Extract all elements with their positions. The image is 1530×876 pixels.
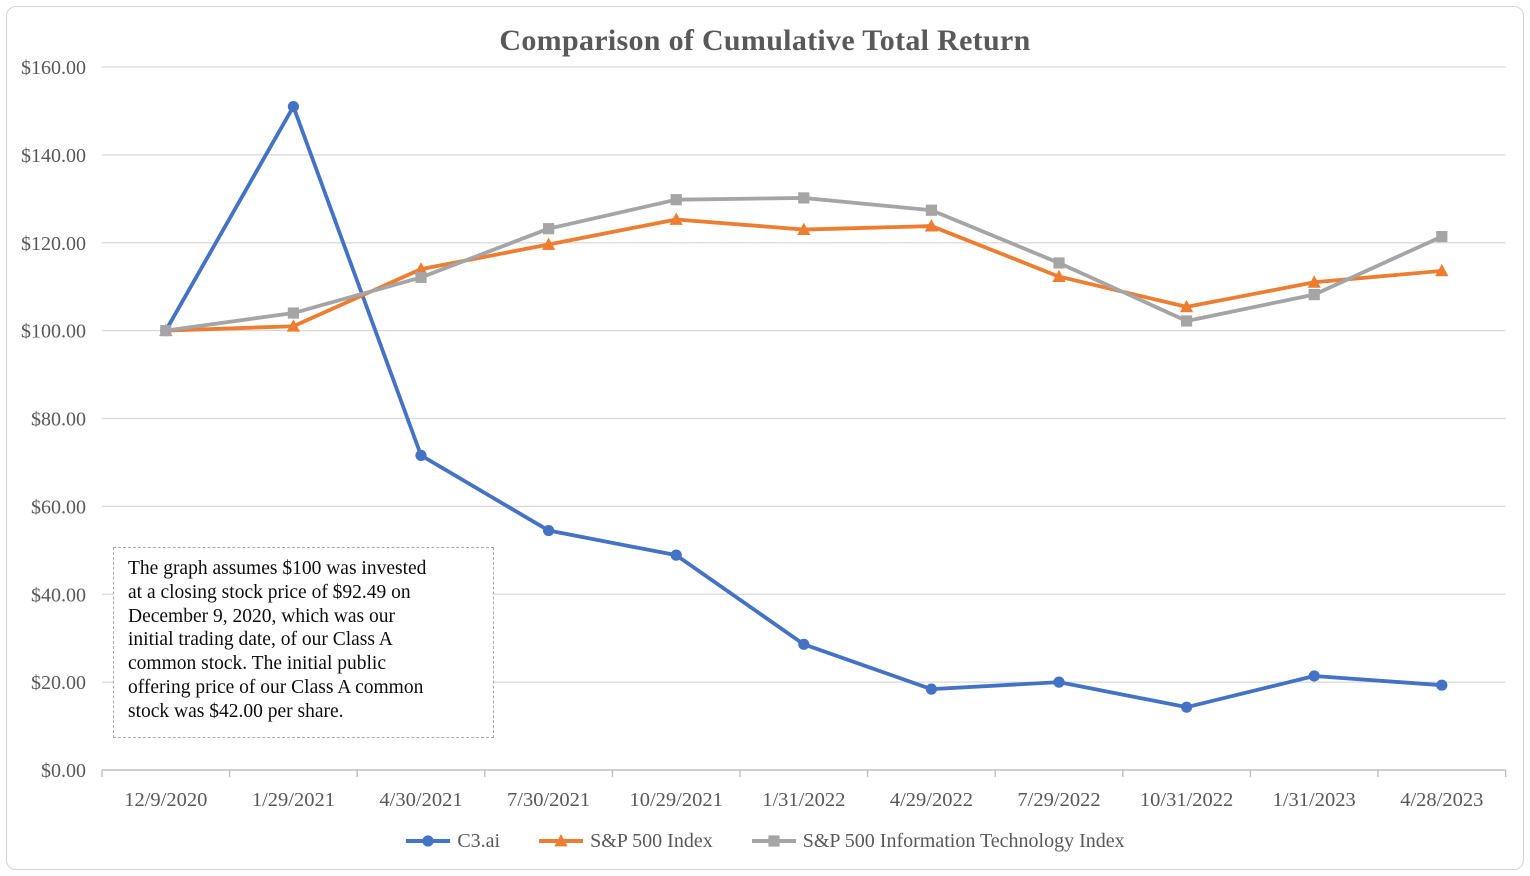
x-axis-tick-label: 1/31/2022 (762, 789, 845, 811)
annotation-line: The graph assumes $100 was invested (128, 558, 427, 579)
legend-item-s-p-500-information-technology-index: S&P 500 Information Technology Index (751, 830, 1125, 853)
x-axis-tick-label: 7/30/2021 (507, 789, 590, 811)
x-axis-tick-label: 4/29/2022 (890, 789, 973, 811)
series-marker-s-p-500-index (797, 222, 811, 235)
y-axis-tick-label: $140.00 (21, 145, 86, 167)
y-axis-tick-label: $20.00 (31, 672, 86, 694)
x-axis-tick-label: 10/29/2021 (629, 789, 722, 811)
series-marker-s-p-500-information-technology-index (160, 325, 172, 337)
series-marker-s-p-500-information-technology-index (925, 204, 937, 216)
annotation-line: initial trading date, of our Class A (128, 629, 393, 651)
legend-marker-circle (422, 835, 434, 847)
annotation-box: The graph assumes $100 was invested at a … (113, 547, 494, 738)
x-axis-tick-label: 4/28/2023 (1400, 789, 1483, 811)
x-axis-tick-label: 12/9/2020 (124, 789, 207, 811)
annotation-line: offering price of our Class A common (128, 676, 424, 698)
series-marker-s-p-500-information-technology-index (415, 271, 427, 284)
legend-marker-triangle (554, 834, 568, 847)
series-marker-s-p-500-information-technology-index (287, 307, 299, 319)
legend-item-c3-ai: C3.ai (405, 830, 500, 853)
series-marker-s-p-500-information-technology-index (670, 194, 682, 206)
series-marker-s-p-500-information-technology-index (1053, 257, 1065, 269)
annotation-line: stock was $42.00 per share. (128, 700, 344, 722)
y-axis-tick-label: $40.00 (31, 584, 86, 606)
series-marker-s-p-500-index (414, 262, 428, 275)
y-axis-tick-label: $160.00 (21, 57, 86, 79)
series-marker-s-p-500-index (286, 319, 300, 332)
legend-label: C3.ai (457, 829, 501, 852)
series-marker-c3-ai (798, 638, 810, 650)
series-marker-s-p-500-index (1180, 299, 1194, 313)
series-marker-s-p-500-index (1435, 263, 1449, 277)
legend-marker-square (768, 835, 780, 847)
annotation-line: at a closing stock price of $92.49 on (128, 581, 411, 603)
series-line-s-p-500-index (163, 217, 1444, 333)
series-marker-c3-ai (1436, 679, 1448, 691)
series-marker-c3-ai (415, 449, 427, 462)
y-axis-tick-label: $100.00 (21, 321, 86, 343)
series-marker-s-p-500-index (542, 237, 556, 250)
series-marker-s-p-500-information-technology-index (798, 192, 810, 204)
series-marker-s-p-500-information-technology-index (543, 223, 555, 235)
chart-legend: C3.ai S&P 500 Index S&P 500 Information Te… (0, 826, 1530, 856)
chart-title: Comparison of Cumulative Total Return (499, 24, 1031, 57)
annotation-line: common stock. The initial public (128, 653, 386, 675)
legend-item-s-p-500-index: S&P 500 Index (538, 830, 713, 853)
x-axis-tick-label: 7/29/2022 (1017, 789, 1100, 811)
series-marker-s-p-500-index (669, 212, 683, 225)
annotation-line: December 9, 2020, which was our (128, 605, 395, 627)
series-marker-s-p-500-information-technology-index (1308, 288, 1320, 301)
legend-swatch-triangle-s-p-500-index (539, 834, 584, 847)
series-marker-c3-ai (1308, 670, 1320, 682)
series-marker-s-p-500-information-technology-index (1436, 230, 1448, 243)
series-marker-c3-ai (670, 549, 682, 561)
series-marker-s-p-500-index (1307, 275, 1321, 288)
series-marker-c3-ai (287, 100, 299, 113)
y-axis-tick-label: $80.00 (31, 409, 86, 431)
series-marker-c3-ai (543, 524, 555, 537)
legend-label: S&P 500 Index (590, 829, 713, 852)
series-line-s-p-500-information-technology-index (163, 196, 1444, 333)
x-axis-tick-label: 1/31/2023 (1273, 789, 1356, 811)
series-marker-c3-ai (1181, 701, 1193, 713)
x-axis-tick-label: 1/29/2021 (252, 789, 335, 811)
legend-swatch-circle-c3-ai (406, 835, 451, 847)
series-marker-s-p-500-index (1052, 269, 1066, 282)
y-axis-tick-label: $60.00 (31, 496, 86, 518)
x-axis-tick-label: 10/31/2022 (1140, 789, 1233, 811)
y-axis-tick-label: $0.00 (41, 760, 86, 782)
y-axis-tick-label: $120.00 (21, 233, 86, 255)
x-axis-tick-label: 4/30/2021 (379, 789, 462, 811)
series-marker-c3-ai (1053, 676, 1065, 688)
series-marker-s-p-500-information-technology-index (1181, 315, 1193, 327)
series-marker-s-p-500-index (924, 219, 938, 232)
series-marker-c3-ai (925, 683, 938, 695)
legend-swatch-square-s-p-500-information-technology-index (751, 835, 796, 847)
legend-label: S&P 500 Information Technology Index (802, 829, 1125, 852)
